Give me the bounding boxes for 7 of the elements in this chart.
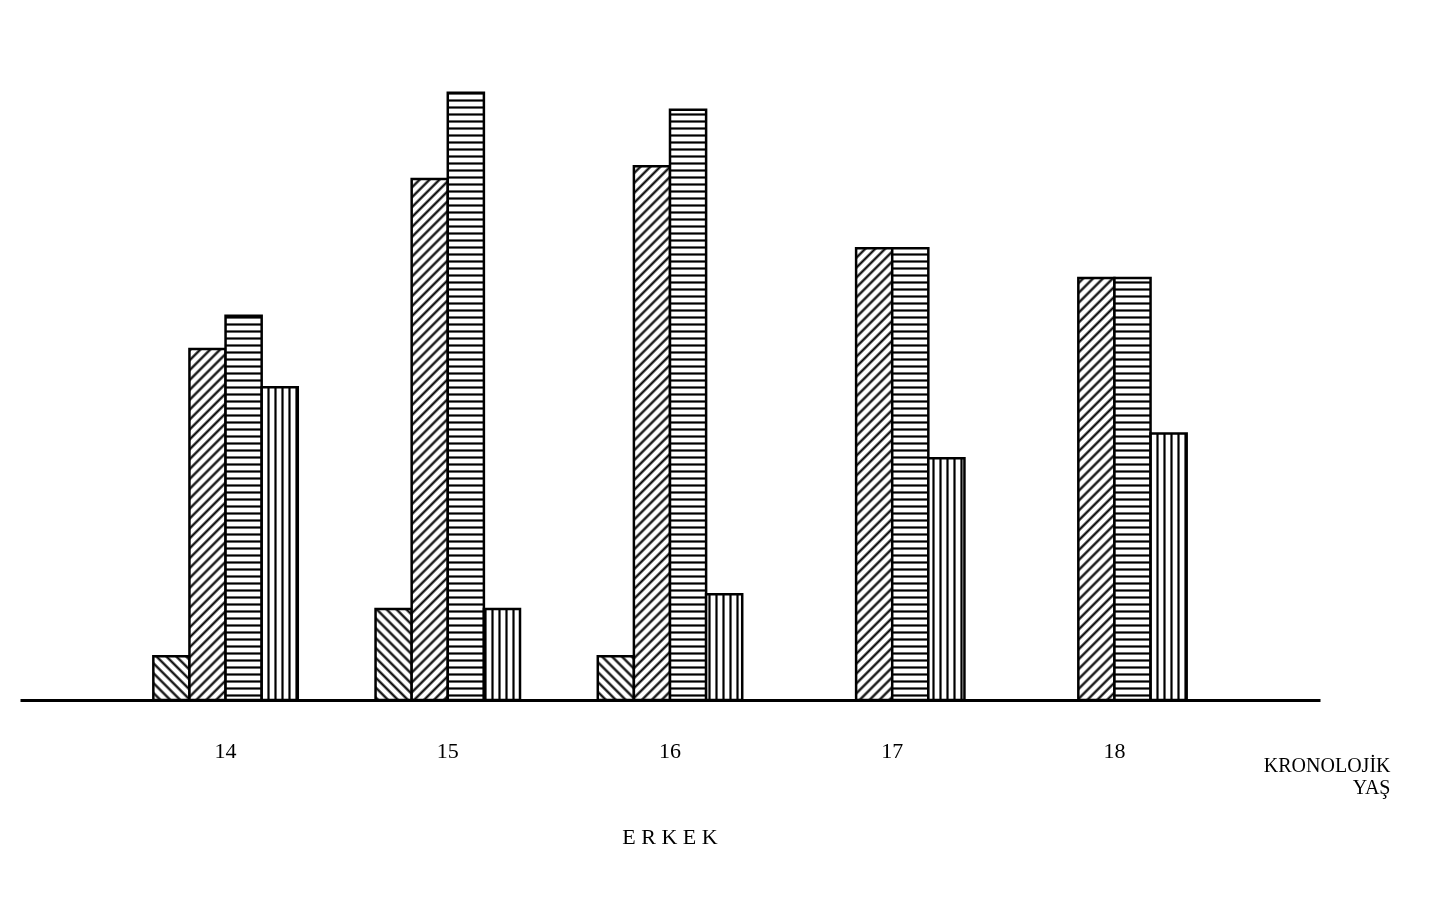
text: E R K E K (622, 824, 718, 849)
x-tick-label: 17 (881, 737, 904, 763)
x-tick-label: 16 (659, 737, 681, 763)
x-tick-label: 15 (436, 737, 459, 763)
x-tick-label: 14 (214, 737, 237, 763)
x-tick-label: 18 (1103, 737, 1126, 763)
x-axis-title: KRONOLOJİK YAŞ (1263, 753, 1392, 799)
